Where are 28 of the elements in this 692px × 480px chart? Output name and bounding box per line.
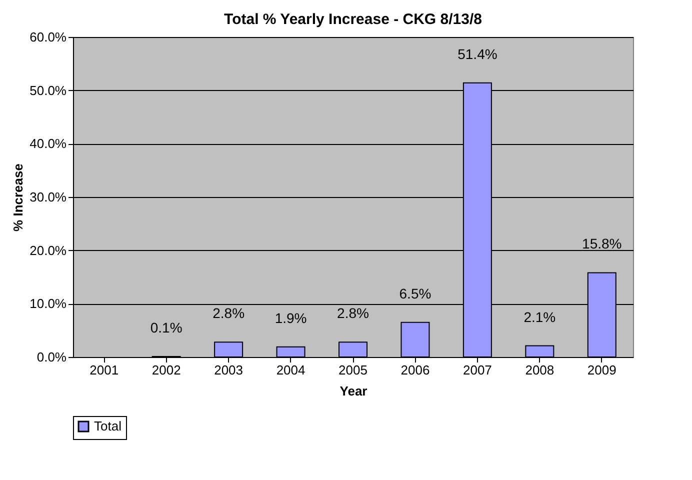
y-axis-title: % Increase — [10, 164, 26, 232]
x-tick-label: 2003 — [214, 362, 244, 378]
y-tick-label: 40.0% — [30, 136, 67, 152]
x-axis-title: Year — [340, 384, 368, 398]
chart-title: Total % Yearly Increase - CKG 8/13/8 — [224, 11, 482, 28]
legend-label: Total — [94, 418, 122, 434]
x-tick-label: 2007 — [462, 362, 492, 378]
data-label: 51.4% — [458, 46, 498, 62]
x-tick-label: 2001 — [90, 362, 119, 378]
x-tick-label: 2002 — [152, 362, 181, 378]
y-tick-label: 60.0% — [30, 30, 67, 44]
data-label: 2.1% — [524, 308, 556, 325]
x-tick-label: 2005 — [338, 362, 368, 378]
y-tick-label: 50.0% — [30, 82, 67, 98]
y-tick-label: 30.0% — [30, 190, 67, 204]
x-tick-label: 2006 — [400, 362, 430, 378]
data-label: 15.8% — [582, 236, 622, 252]
y-tick-label: 20.0% — [30, 242, 67, 258]
data-label: 2.8% — [337, 305, 369, 322]
data-label: 0.1% — [150, 319, 182, 336]
data-label: 6.5% — [399, 285, 432, 302]
data-label: 2.8% — [212, 305, 245, 322]
y-tick-label: 10.0% — [30, 296, 67, 312]
x-tick-label: 2008 — [525, 362, 554, 378]
x-tick-label: 2004 — [276, 362, 306, 378]
y-tick-label: 0.0% — [36, 350, 67, 364]
data-label: 1.9% — [274, 310, 307, 326]
x-tick-label: 2009 — [587, 362, 616, 378]
